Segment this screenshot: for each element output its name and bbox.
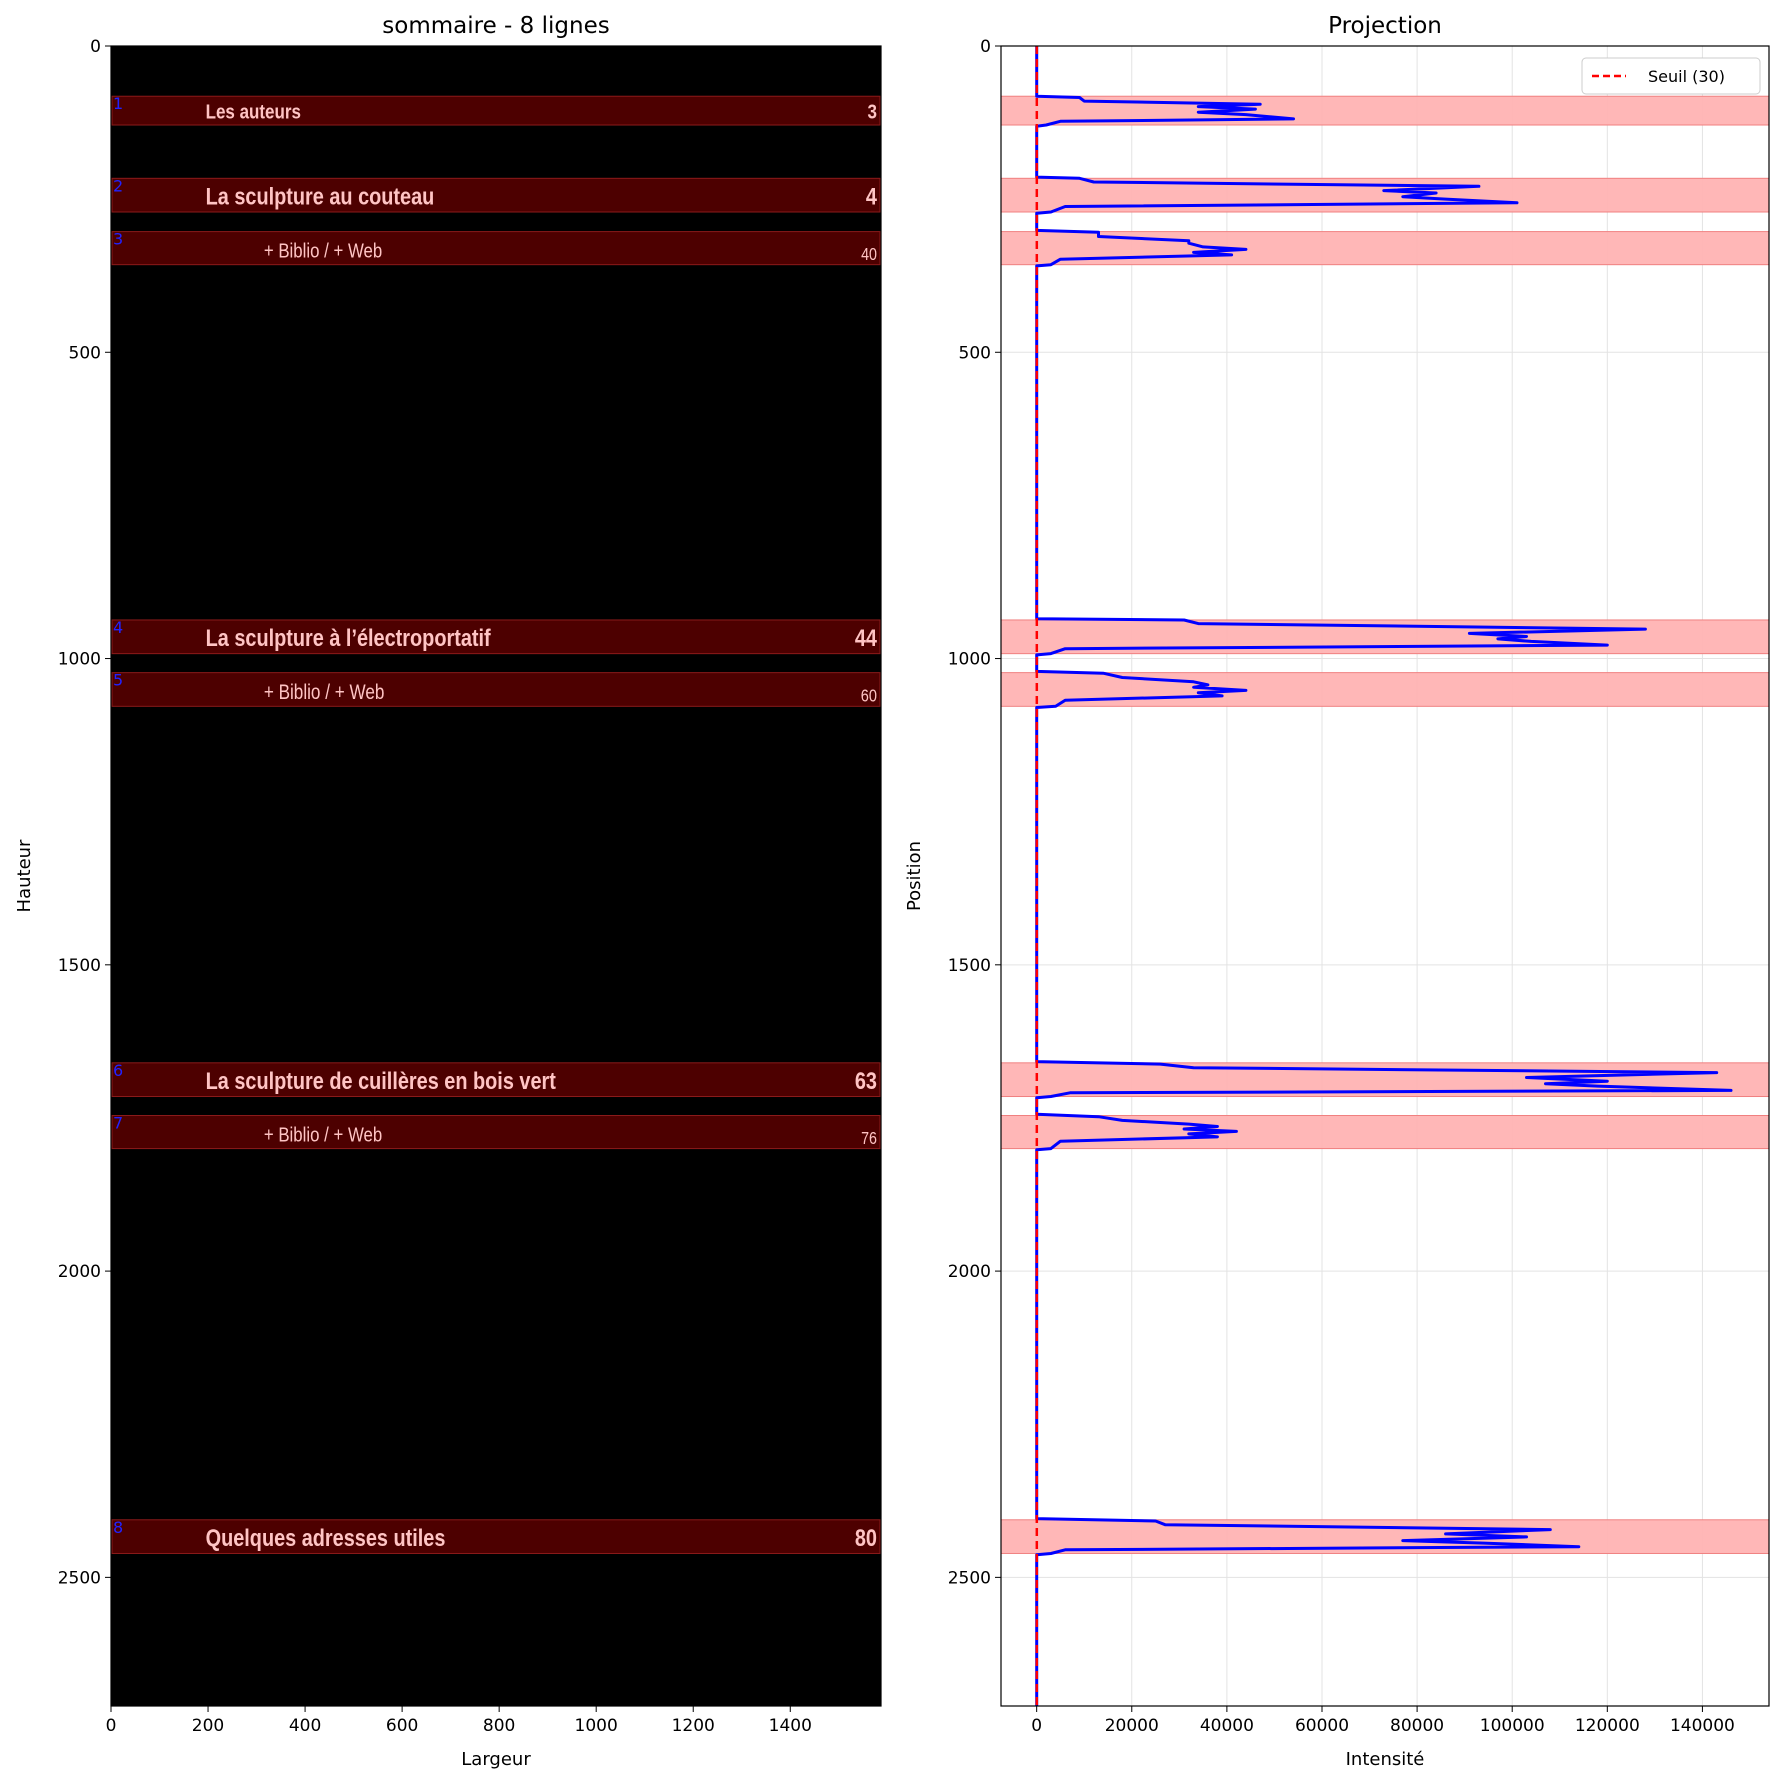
line-title: + Biblio / + Web bbox=[264, 1123, 382, 1146]
line-band bbox=[111, 177, 881, 213]
detected-line-2: 2 La sculpture au couteau 4 bbox=[111, 176, 881, 213]
image-background bbox=[111, 46, 881, 1706]
legend-box bbox=[1581, 57, 1761, 95]
right-axes-frame bbox=[1000, 45, 1770, 1707]
line-title: + Biblio / + Web bbox=[264, 239, 382, 262]
grid bbox=[1001, 45, 1769, 1706]
left-panel: 1 Les auteurs 3 2 La sculpture au couteau 4 3 +… bbox=[14, 13, 882, 1770]
x-tick-label: 600 bbox=[386, 1716, 418, 1736]
line-title: Les auteurs bbox=[206, 101, 301, 124]
left-x-ticks: 0 200 400 600 800 1000 1200 1400 bbox=[106, 1706, 812, 1736]
y-tick-label: 1000 bbox=[58, 650, 101, 670]
x-tick-label: 1400 bbox=[769, 1716, 812, 1736]
line-page-number: 76 bbox=[861, 1130, 877, 1149]
line-band bbox=[111, 1115, 881, 1150]
x-tick-label: 0 bbox=[1031, 1716, 1042, 1736]
x-tick-label: 800 bbox=[483, 1716, 515, 1736]
detected-line-6: 6 La sculpture de cuillères en bois vert 6… bbox=[111, 1061, 881, 1098]
left-y-ticks: 0 500 1000 1500 2000 2500 bbox=[58, 37, 111, 1588]
projection-series bbox=[1035, 46, 1733, 1706]
line-band bbox=[111, 672, 881, 707]
y-tick-label: 2000 bbox=[58, 1262, 101, 1282]
y-tick-label: 2500 bbox=[58, 1568, 101, 1588]
line-band bbox=[111, 95, 881, 126]
detected-line-5: 5 + Biblio / + Web 60 bbox=[111, 671, 881, 707]
line-title: La sculpture au couteau bbox=[206, 183, 435, 210]
x-tick-label: 40000 bbox=[1200, 1716, 1254, 1736]
left-y-label: Hauteur bbox=[14, 839, 35, 913]
right-panel: 0 20000 40000 60000 80000 100000 120000 140000 … bbox=[904, 13, 1770, 1770]
detected-line-7: 7 + Biblio / + Web 76 bbox=[111, 1114, 881, 1150]
x-tick-label: 1000 bbox=[575, 1716, 618, 1736]
y-tick-label: 0 bbox=[90, 37, 101, 57]
line-number: 1 bbox=[113, 94, 123, 113]
line-page-number: 40 bbox=[861, 246, 877, 265]
right-x-label: Intensité bbox=[1346, 1749, 1425, 1770]
y-tick-label: 1000 bbox=[948, 650, 991, 670]
right-title: Projection bbox=[1328, 13, 1442, 39]
line-number: 2 bbox=[113, 176, 123, 195]
line-page-number: 63 bbox=[855, 1067, 877, 1094]
right-y-ticks: 0 500 1000 1500 2000 2500 bbox=[948, 37, 1001, 1588]
line-number: 5 bbox=[113, 671, 123, 690]
line-number: 6 bbox=[113, 1061, 123, 1080]
x-tick-label: 80000 bbox=[1390, 1716, 1444, 1736]
line-number: 7 bbox=[113, 1114, 123, 1133]
x-tick-label: 20000 bbox=[1105, 1716, 1159, 1736]
line-title: Quelques adresses utiles bbox=[206, 1524, 446, 1551]
line-page-number: 4 bbox=[866, 183, 878, 210]
left-title: sommaire - 8 lignes bbox=[382, 13, 609, 39]
line-band-highlight bbox=[1000, 672, 1770, 707]
line-band bbox=[111, 1519, 881, 1554]
legend-label: Seuil (30) bbox=[1648, 67, 1725, 86]
x-tick-label: 60000 bbox=[1295, 1716, 1349, 1736]
x-tick-label: 0 bbox=[106, 1716, 117, 1736]
line-page-number: 80 bbox=[855, 1524, 877, 1551]
left-x-label: Largeur bbox=[461, 1749, 531, 1770]
projection-line bbox=[1035, 46, 1733, 1706]
detected-line-3: 3 + Biblio / + Web 40 bbox=[111, 230, 881, 266]
line-title: La sculpture de cuillères en bois vert bbox=[206, 1067, 557, 1094]
right-x-ticks: 0 20000 40000 60000 80000 100000 120000 140000 bbox=[1031, 1706, 1735, 1736]
x-tick-label: 120000 bbox=[1575, 1716, 1640, 1736]
legend: Seuil (30) bbox=[1581, 57, 1761, 95]
y-tick-label: 2500 bbox=[948, 1568, 991, 1588]
x-tick-label: 140000 bbox=[1670, 1716, 1735, 1736]
left-axes-frame bbox=[110, 45, 882, 1707]
right-y-label: Position bbox=[904, 841, 925, 911]
line-title: + Biblio / + Web bbox=[264, 681, 385, 704]
y-tick-label: 500 bbox=[959, 343, 991, 363]
y-tick-label: 0 bbox=[980, 37, 991, 57]
line-page-number: 3 bbox=[868, 101, 877, 124]
y-tick-label: 2000 bbox=[948, 1262, 991, 1282]
line-number: 8 bbox=[113, 1518, 123, 1537]
detected-line-8: 8 Quelques adresses utiles 80 bbox=[111, 1518, 881, 1554]
line-band bbox=[111, 231, 881, 266]
line-page-number: 60 bbox=[861, 686, 877, 706]
line-title: La sculpture à l’électroportatif bbox=[206, 624, 492, 651]
line-page-number: 44 bbox=[855, 624, 878, 651]
line-band bbox=[111, 1062, 881, 1098]
line-band bbox=[111, 619, 881, 655]
x-tick-label: 100000 bbox=[1480, 1716, 1545, 1736]
line-number: 4 bbox=[113, 618, 123, 637]
y-tick-label: 500 bbox=[69, 343, 101, 363]
detected-line-4: 4 La sculpture à l’électroportatif 44 bbox=[111, 618, 881, 655]
x-tick-label: 400 bbox=[289, 1716, 321, 1736]
x-tick-label: 200 bbox=[192, 1716, 224, 1736]
line-bands bbox=[1000, 95, 1770, 1554]
detected-lines: 1 Les auteurs 3 2 La sculpture au couteau 4 3 +… bbox=[111, 94, 881, 1554]
detected-line-1: 1 Les auteurs 3 bbox=[111, 94, 881, 126]
x-tick-label: 1200 bbox=[672, 1716, 715, 1736]
y-tick-label: 1500 bbox=[948, 956, 991, 976]
line-number: 3 bbox=[113, 230, 123, 249]
y-tick-label: 1500 bbox=[58, 956, 101, 976]
